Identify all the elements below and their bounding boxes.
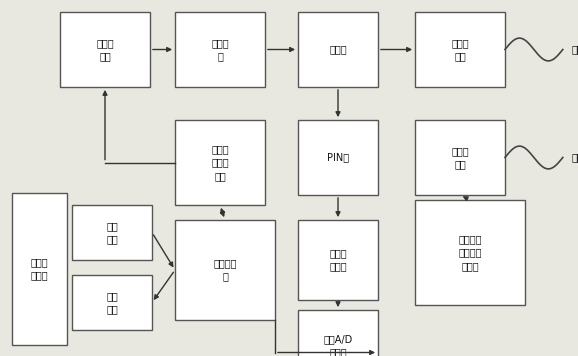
Text: 第一连
接器: 第一连 接器 (451, 38, 469, 61)
Bar (72, 275, 152, 330)
Bar (72, 205, 152, 260)
Bar (298, 310, 378, 356)
Text: 高速A/D
采集及
处理: 高速A/D 采集及 处理 (323, 334, 353, 356)
Text: PIN管: PIN管 (327, 152, 349, 162)
Text: 现场可
编程门
阵列: 现场可 编程门 阵列 (211, 144, 229, 181)
Text: 光电转
换: 光电转 换 (211, 38, 229, 61)
Bar (175, 120, 265, 205)
Text: 人机交
互模块: 人机交 互模块 (31, 257, 49, 281)
Bar (415, 200, 525, 305)
Text: 光纤: 光纤 (572, 152, 578, 162)
Bar (298, 220, 378, 300)
Bar (298, 120, 378, 195)
Text: 信号对
数放大: 信号对 数放大 (329, 248, 347, 272)
Bar (175, 12, 265, 87)
Text: 光纤: 光纤 (572, 44, 578, 54)
Text: 第二连
接器: 第二连 接器 (451, 146, 469, 169)
Bar (415, 120, 505, 195)
Text: 中央处理
器: 中央处理 器 (213, 258, 237, 282)
Text: 光缆可视
故障定位
仪光源: 光缆可视 故障定位 仪光源 (458, 234, 481, 271)
Bar (175, 220, 275, 320)
Text: 脉冲发
生器: 脉冲发 生器 (96, 38, 114, 61)
Text: 耦合器: 耦合器 (329, 44, 347, 54)
Text: 输入
单元: 输入 单元 (106, 221, 118, 244)
Bar (415, 12, 505, 87)
Bar (12, 193, 67, 345)
Text: 输出
单元: 输出 单元 (106, 291, 118, 314)
Bar (298, 12, 378, 87)
Bar (60, 12, 150, 87)
